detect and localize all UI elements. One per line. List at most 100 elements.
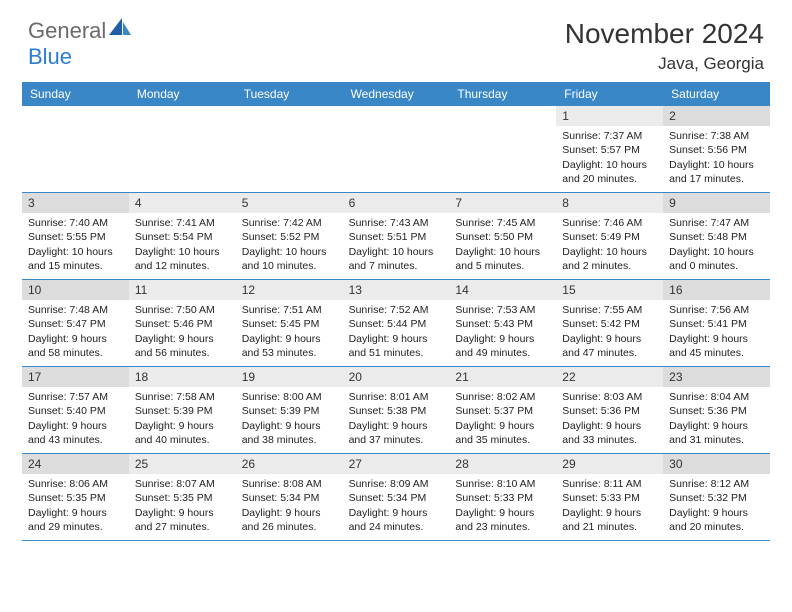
- day-header-cell: Sunday: [22, 82, 129, 106]
- calendar-cell: 29Sunrise: 8:11 AMSunset: 5:33 PMDayligh…: [556, 454, 663, 540]
- sunrise-text: Sunrise: 8:03 AM: [562, 390, 657, 404]
- day1-text: Daylight: 10 hours: [562, 158, 657, 172]
- calendar-cell: 13Sunrise: 7:52 AMSunset: 5:44 PMDayligh…: [343, 280, 450, 366]
- day1-text: Daylight: 10 hours: [349, 245, 444, 259]
- sunset-text: Sunset: 5:50 PM: [455, 230, 550, 244]
- calendar-cell: 23Sunrise: 8:04 AMSunset: 5:36 PMDayligh…: [663, 367, 770, 453]
- sunrise-text: Sunrise: 7:48 AM: [28, 303, 123, 317]
- calendar-cell: [22, 106, 129, 192]
- day2-text: and 56 minutes.: [135, 346, 230, 360]
- sunrise-text: Sunrise: 8:12 AM: [669, 477, 764, 491]
- sunrise-text: Sunrise: 7:55 AM: [562, 303, 657, 317]
- sunrise-text: Sunrise: 8:08 AM: [242, 477, 337, 491]
- sunset-text: Sunset: 5:36 PM: [669, 404, 764, 418]
- sunset-text: Sunset: 5:36 PM: [562, 404, 657, 418]
- day2-text: and 26 minutes.: [242, 520, 337, 534]
- day2-text: and 2 minutes.: [562, 259, 657, 273]
- day-number: 19: [236, 367, 343, 387]
- day1-text: Daylight: 10 hours: [135, 245, 230, 259]
- calendar-cell: [236, 106, 343, 192]
- day1-text: Daylight: 9 hours: [349, 332, 444, 346]
- calendar-cell: 30Sunrise: 8:12 AMSunset: 5:32 PMDayligh…: [663, 454, 770, 540]
- sunset-text: Sunset: 5:38 PM: [349, 404, 444, 418]
- day1-text: Daylight: 9 hours: [455, 332, 550, 346]
- calendar: Sunday Monday Tuesday Wednesday Thursday…: [0, 82, 792, 541]
- header: General November 2024 Java, Georgia: [0, 0, 792, 82]
- sunrise-text: Sunrise: 8:11 AM: [562, 477, 657, 491]
- day1-text: Daylight: 10 hours: [242, 245, 337, 259]
- day-number: 8: [556, 193, 663, 213]
- calendar-cell: 17Sunrise: 7:57 AMSunset: 5:40 PMDayligh…: [22, 367, 129, 453]
- sunrise-text: Sunrise: 7:38 AM: [669, 129, 764, 143]
- sunrise-text: Sunrise: 7:43 AM: [349, 216, 444, 230]
- sunset-text: Sunset: 5:33 PM: [562, 491, 657, 505]
- sunset-text: Sunset: 5:47 PM: [28, 317, 123, 331]
- day1-text: Daylight: 9 hours: [135, 419, 230, 433]
- day1-text: Daylight: 9 hours: [455, 419, 550, 433]
- calendar-cell: 11Sunrise: 7:50 AMSunset: 5:46 PMDayligh…: [129, 280, 236, 366]
- weeks-container: 1Sunrise: 7:37 AMSunset: 5:57 PMDaylight…: [22, 106, 770, 541]
- day2-text: and 33 minutes.: [562, 433, 657, 447]
- day2-text: and 47 minutes.: [562, 346, 657, 360]
- day2-text: and 45 minutes.: [669, 346, 764, 360]
- day-number: 27: [343, 454, 450, 474]
- sunset-text: Sunset: 5:39 PM: [135, 404, 230, 418]
- day1-text: Daylight: 9 hours: [669, 332, 764, 346]
- calendar-cell: 15Sunrise: 7:55 AMSunset: 5:42 PMDayligh…: [556, 280, 663, 366]
- sail-icon: [109, 18, 131, 41]
- calendar-cell: 3Sunrise: 7:40 AMSunset: 5:55 PMDaylight…: [22, 193, 129, 279]
- sunrise-text: Sunrise: 8:01 AM: [349, 390, 444, 404]
- day-number: 25: [129, 454, 236, 474]
- sunset-text: Sunset: 5:40 PM: [28, 404, 123, 418]
- sunset-text: Sunset: 5:32 PM: [669, 491, 764, 505]
- sunset-text: Sunset: 5:41 PM: [669, 317, 764, 331]
- day1-text: Daylight: 9 hours: [242, 506, 337, 520]
- location-text: Java, Georgia: [565, 54, 764, 74]
- sunrise-text: Sunrise: 8:06 AM: [28, 477, 123, 491]
- sunset-text: Sunset: 5:42 PM: [562, 317, 657, 331]
- day-number: 23: [663, 367, 770, 387]
- day-number: 24: [22, 454, 129, 474]
- calendar-cell: 28Sunrise: 8:10 AMSunset: 5:33 PMDayligh…: [449, 454, 556, 540]
- sunrise-text: Sunrise: 7:37 AM: [562, 129, 657, 143]
- calendar-cell: 24Sunrise: 8:06 AMSunset: 5:35 PMDayligh…: [22, 454, 129, 540]
- day2-text: and 27 minutes.: [135, 520, 230, 534]
- calendar-cell: 7Sunrise: 7:45 AMSunset: 5:50 PMDaylight…: [449, 193, 556, 279]
- calendar-cell: 16Sunrise: 7:56 AMSunset: 5:41 PMDayligh…: [663, 280, 770, 366]
- day2-text: and 20 minutes.: [562, 172, 657, 186]
- day2-text: and 43 minutes.: [28, 433, 123, 447]
- sunset-text: Sunset: 5:46 PM: [135, 317, 230, 331]
- sunrise-text: Sunrise: 8:02 AM: [455, 390, 550, 404]
- day2-text: and 35 minutes.: [455, 433, 550, 447]
- day2-text: and 23 minutes.: [455, 520, 550, 534]
- day1-text: Daylight: 9 hours: [562, 419, 657, 433]
- day-number: 1: [556, 106, 663, 126]
- sunset-text: Sunset: 5:43 PM: [455, 317, 550, 331]
- calendar-cell: 8Sunrise: 7:46 AMSunset: 5:49 PMDaylight…: [556, 193, 663, 279]
- day1-text: Daylight: 10 hours: [455, 245, 550, 259]
- calendar-cell: 26Sunrise: 8:08 AMSunset: 5:34 PMDayligh…: [236, 454, 343, 540]
- day1-text: Daylight: 9 hours: [562, 332, 657, 346]
- day2-text: and 40 minutes.: [135, 433, 230, 447]
- sunrise-text: Sunrise: 7:56 AM: [669, 303, 764, 317]
- day-number: 6: [343, 193, 450, 213]
- calendar-cell: 14Sunrise: 7:53 AMSunset: 5:43 PMDayligh…: [449, 280, 556, 366]
- day2-text: and 15 minutes.: [28, 259, 123, 273]
- day2-text: and 31 minutes.: [669, 433, 764, 447]
- day-header-row: Sunday Monday Tuesday Wednesday Thursday…: [22, 82, 770, 106]
- day-number: 30: [663, 454, 770, 474]
- day1-text: Daylight: 9 hours: [349, 506, 444, 520]
- sunrise-text: Sunrise: 7:40 AM: [28, 216, 123, 230]
- sunset-text: Sunset: 5:52 PM: [242, 230, 337, 244]
- calendar-week: 10Sunrise: 7:48 AMSunset: 5:47 PMDayligh…: [22, 280, 770, 367]
- day-number: 3: [22, 193, 129, 213]
- day1-text: Daylight: 9 hours: [28, 506, 123, 520]
- sunset-text: Sunset: 5:56 PM: [669, 143, 764, 157]
- sunrise-text: Sunrise: 7:53 AM: [455, 303, 550, 317]
- sunset-text: Sunset: 5:39 PM: [242, 404, 337, 418]
- day1-text: Daylight: 10 hours: [28, 245, 123, 259]
- day2-text: and 49 minutes.: [455, 346, 550, 360]
- calendar-cell: [449, 106, 556, 192]
- brand-logo: General: [28, 18, 133, 44]
- sunset-text: Sunset: 5:33 PM: [455, 491, 550, 505]
